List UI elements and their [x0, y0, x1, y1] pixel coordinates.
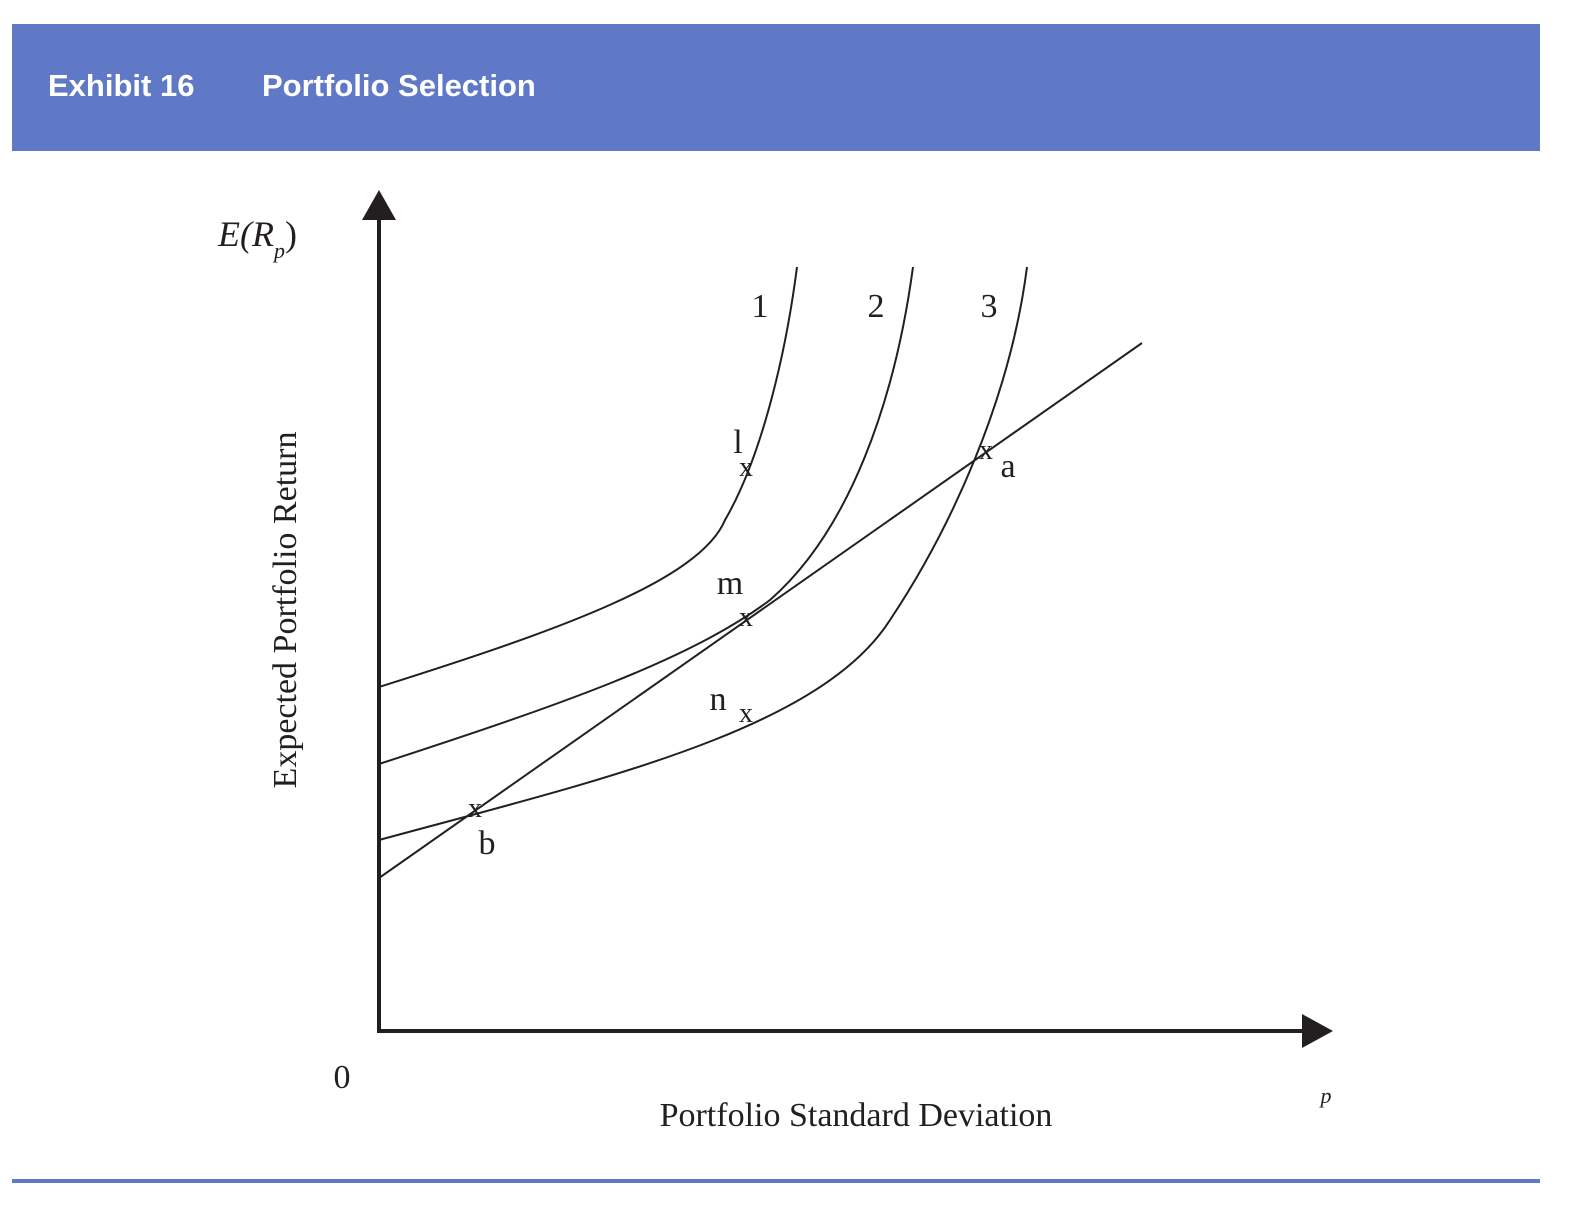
x-axis-title: Portfolio Standard Deviation [660, 1097, 1053, 1134]
point-n-label: n [710, 681, 727, 718]
curve-label-3: 3 [981, 288, 998, 325]
point-l-label: l [733, 424, 742, 461]
x-axis-subscript: p [1319, 1083, 1332, 1108]
point-l-marker: x [739, 452, 753, 483]
point-n-marker: x [739, 698, 753, 729]
x-axis-arrowhead [1302, 1014, 1333, 1048]
indifference-curve-3 [378, 266, 1028, 841]
point-m-label: m [717, 565, 743, 602]
y-axis-title: Expected Portfolio Return [267, 432, 304, 789]
indifference-curve-1 [378, 266, 798, 688]
point-a-marker: x [979, 435, 993, 466]
y-axis-symbol: E(Rp) [217, 214, 297, 263]
curve-label-1: 1 [752, 288, 769, 325]
indifference-curve-2 [378, 266, 914, 765]
y-axis-arrowhead [362, 190, 396, 220]
curve-label-2: 2 [868, 288, 885, 325]
origin-label: 0 [334, 1059, 351, 1096]
footer-rule [12, 1179, 1540, 1183]
point-b-label: b [479, 825, 496, 862]
exhibit-number: Exhibit 16 [48, 68, 195, 103]
exhibit-title: Portfolio Selection [262, 68, 536, 103]
point-m-marker: x [739, 602, 753, 633]
point-b-marker: x [468, 793, 482, 824]
point-a-label: a [1000, 448, 1015, 485]
efficient-line [378, 342, 1143, 879]
exhibit-header-banner: Exhibit 16 Portfolio Selection [12, 24, 1540, 151]
